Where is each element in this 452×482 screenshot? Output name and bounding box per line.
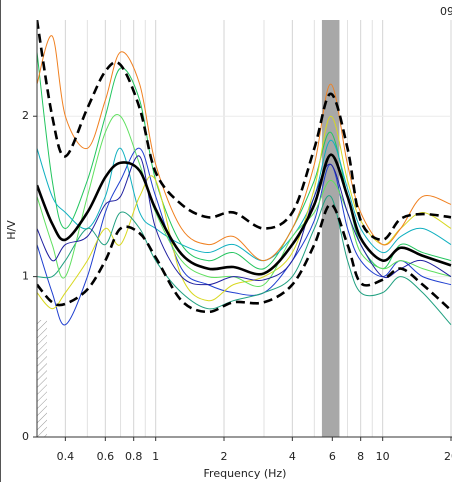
y-tick-label: 2 xyxy=(22,109,29,122)
x-tick-label: 0.8 xyxy=(125,450,143,463)
x-tick-label: 4 xyxy=(289,450,296,463)
hv-curve xyxy=(37,147,452,326)
std-curve xyxy=(37,203,452,314)
y-tick-label: 0 xyxy=(22,430,29,443)
x-axis-label: Frequency (Hz) xyxy=(204,467,287,480)
y-axis-label: H/V xyxy=(5,220,18,240)
x-tick-label: 0.6 xyxy=(97,450,115,463)
x-tick-label: 8 xyxy=(357,450,364,463)
x-tick-label: 0.4 xyxy=(57,450,75,463)
hv-curve xyxy=(37,155,452,286)
x-tick-label: 6 xyxy=(329,450,336,463)
x-tick-label: 20 xyxy=(444,450,452,463)
peak-band-group xyxy=(321,20,340,437)
curves xyxy=(37,20,452,326)
hv-curve xyxy=(37,35,452,262)
hv-curve xyxy=(37,139,452,262)
x-tick-label: 1 xyxy=(152,450,159,463)
plot-area xyxy=(37,20,452,437)
y-tick-label: 1 xyxy=(22,270,29,283)
mean-curve xyxy=(37,153,452,276)
x-tick-label: 2 xyxy=(221,450,228,463)
std-curve xyxy=(37,20,452,242)
x-tick-label: 10 xyxy=(376,450,390,463)
peak-band xyxy=(321,20,340,437)
hatched-region xyxy=(37,320,47,437)
hv-curve xyxy=(37,195,452,326)
annotation: 09 xyxy=(440,5,452,18)
ticks: 0.4 0.6 0.8 1 2 4 6 8 10 20 0 1 2 xyxy=(22,109,452,463)
hv-curve xyxy=(37,52,452,270)
